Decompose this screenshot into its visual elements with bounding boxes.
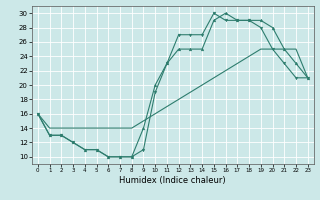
- X-axis label: Humidex (Indice chaleur): Humidex (Indice chaleur): [119, 176, 226, 185]
